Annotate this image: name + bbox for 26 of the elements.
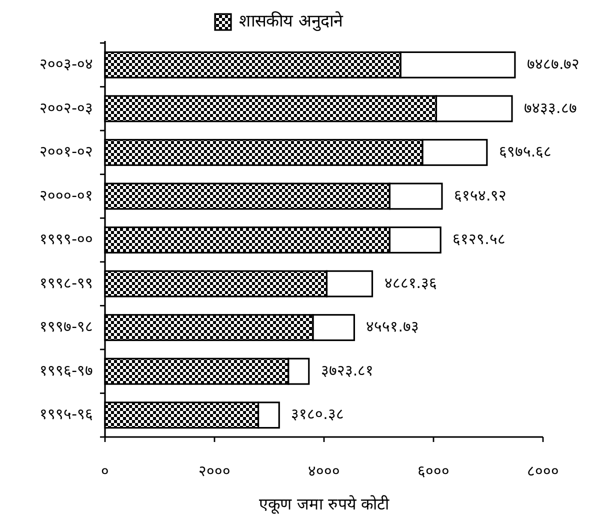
total-label: ७४८७.७२: [526, 54, 580, 73]
y-tick-label: २००१-०२: [40, 142, 93, 161]
x-axis-title: एकूण जमा रुपये कोटी: [258, 494, 390, 514]
y-tick-label: २०००-०१: [40, 186, 93, 204]
total-label: ४८८१.३६: [384, 274, 438, 292]
x-tick-label: ०: [101, 462, 109, 480]
y-tick-label: १९९७-९८: [40, 318, 93, 336]
total-label: ४५५१.७३: [366, 318, 419, 336]
legend-label: शासकीय अनुदाने: [239, 10, 344, 32]
x-tick-label: ४०००: [308, 462, 340, 480]
y-tick-label: १९९९-००: [40, 230, 93, 248]
total-label: ६१२९.५८: [452, 230, 506, 248]
total-label: ३७२३.८१: [320, 361, 374, 380]
y-tick-label: २००२-०३: [40, 98, 93, 117]
total-label: ६१५४.९२: [454, 186, 507, 204]
total-label: ६९७५.६८: [498, 142, 552, 161]
x-tick-label: ६०००: [418, 462, 450, 480]
x-tick-label: २०००: [198, 462, 230, 480]
y-tick-label: १९९८-९९: [40, 274, 93, 292]
y-tick-label: १९९६-९७: [40, 361, 93, 380]
x-tick-label: ८०००: [527, 462, 559, 480]
total-label: ३१८०.३८: [291, 405, 344, 424]
legend: शासकीय अनुदाने: [214, 12, 342, 32]
total-label: ७४३३.८७: [524, 98, 577, 117]
y-tick-label: २००३-०४: [40, 54, 93, 73]
y-tick-label: १९९५-९६: [40, 405, 93, 424]
